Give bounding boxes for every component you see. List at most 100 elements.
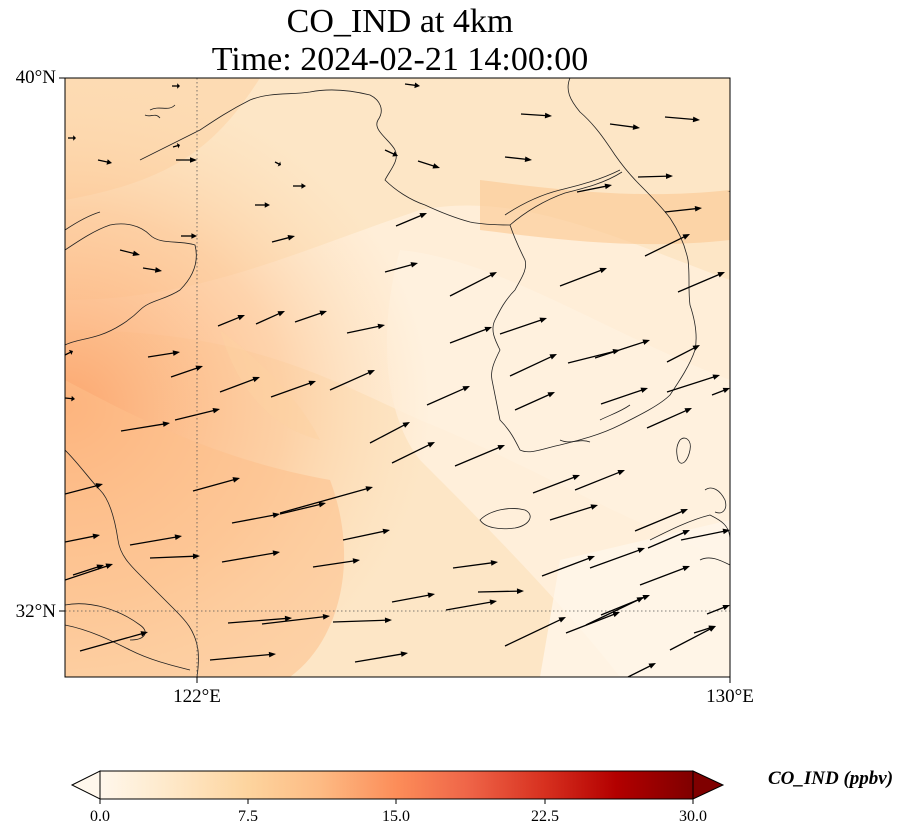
wind-vector-shaft [594,340,647,359]
wind-vector-shaft [369,423,407,444]
wind-vector-head [682,234,690,240]
map-title-line2: Time: 2024-02-21 14:00:00 [211,41,589,78]
wind-vector-head [162,421,170,427]
wind-vector-shaft [312,559,356,568]
wind-vector-head [301,183,306,189]
wind-vector-shaft [72,565,101,576]
wind-vector-head [590,504,598,510]
map-title-line1: CO_IND at 4km [286,3,514,40]
wind-vector-head [484,326,492,333]
colorbar-tick-1: 7.5 [238,808,258,825]
wind-vector-head [694,205,702,212]
wind-vector-shaft [227,617,288,624]
wind-vector-head [599,267,607,274]
wind-vector-shaft [129,536,178,546]
wind-vector-shaft [664,207,698,213]
wind-vector-shaft [395,214,424,227]
wind-vector-head [414,82,420,89]
wind-vector-shaft [217,315,242,327]
wind-vector-head [284,615,292,622]
wind-vector-head [462,386,470,392]
wind-vector-shaft [477,590,520,593]
wind-vector-shaft [706,605,727,615]
wind-vector-head [365,486,373,492]
colorbar: 0.0 7.5 15.0 22.5 30.0 [70,770,725,825]
wind-vector-shaft [514,393,552,411]
wind-vector-head [192,553,200,560]
wind-vector-head [516,588,524,594]
wind-vector-head [319,310,327,316]
wind-vector-head [604,183,612,190]
wind-vector-shaft [279,487,370,514]
wind-vector-head [174,534,182,540]
wind-vector-shaft [65,484,100,495]
lat-label-32n: 32°N [16,601,57,622]
wind-vector-shaft [609,123,636,129]
wind-vector-shaft [174,409,217,421]
wind-vector-shaft [454,446,502,467]
wind-vector-shaft [637,175,669,178]
wind-vector-head [665,173,673,179]
wind-vector-head [95,483,103,489]
wind-vector-head [642,595,650,601]
wind-vector-shaft [669,627,713,651]
lon-label-130e: 130°E [706,686,754,707]
lat-label-40n: 40°N [16,67,57,88]
wind-vector-head [692,116,700,123]
wind-vector-head [308,380,316,386]
wind-vector-head [73,135,76,141]
wind-vector-shaft [646,409,689,429]
wind-vector-head [268,651,276,658]
wind-vector-head [612,611,620,618]
wind-vector-shaft [261,615,326,625]
wind-vector-head [96,564,104,570]
wind-vector-head [682,565,690,572]
wind-vector-head [489,272,497,278]
coastlines [65,78,730,677]
wind-vector-head [640,387,648,393]
wind-vector-head [154,267,162,273]
wind-vector-head [692,345,700,351]
wind-vector-head [587,555,595,562]
wind-vector-head [547,392,555,398]
wind-vector-head [722,604,730,611]
wind-vector-shaft [499,318,544,335]
wind-vector-head [264,202,270,208]
wind-vector-shaft [647,531,687,549]
wind-vector-shaft [231,514,276,524]
wind-vector-head [277,311,285,317]
wind-vector-head [272,550,280,556]
wind-vector-head [722,387,730,394]
wind-vector-shaft [520,113,548,117]
wind-vector-shaft [329,371,372,391]
wind-vector-head [92,533,100,540]
wind-vector-head [682,530,690,536]
wind-vector-shaft [219,377,257,393]
wind-vector-shaft [149,555,196,559]
wind-vector-shaft [576,185,609,193]
wind-vector-head [419,213,427,219]
wind-vector-shaft [627,664,653,677]
wind-vector-head [572,474,580,481]
wind-vector-shaft [589,548,642,569]
wind-vector-shaft [209,653,272,661]
wind-vector-shaft [271,236,292,243]
wind-vector-head [489,599,497,605]
wind-vector-head [377,323,385,330]
wind-vector-shaft [600,388,645,405]
wind-vector-head [410,262,418,268]
wind-vector-head [237,315,245,321]
wind-vector-shaft [342,530,387,541]
wind-vector-head [352,558,360,564]
wind-vector-shaft [504,618,563,647]
wind-vector-shaft [449,273,494,297]
wind-vector-head [105,563,113,569]
wind-vector-head [190,157,197,163]
wind-vector-shaft [65,535,97,543]
wind-vector-head [717,272,725,278]
wind-vector-shaft [120,423,166,432]
wind-vector-shaft [255,312,282,325]
wind-vector-head [539,317,547,323]
wind-vector-shaft [567,350,617,364]
